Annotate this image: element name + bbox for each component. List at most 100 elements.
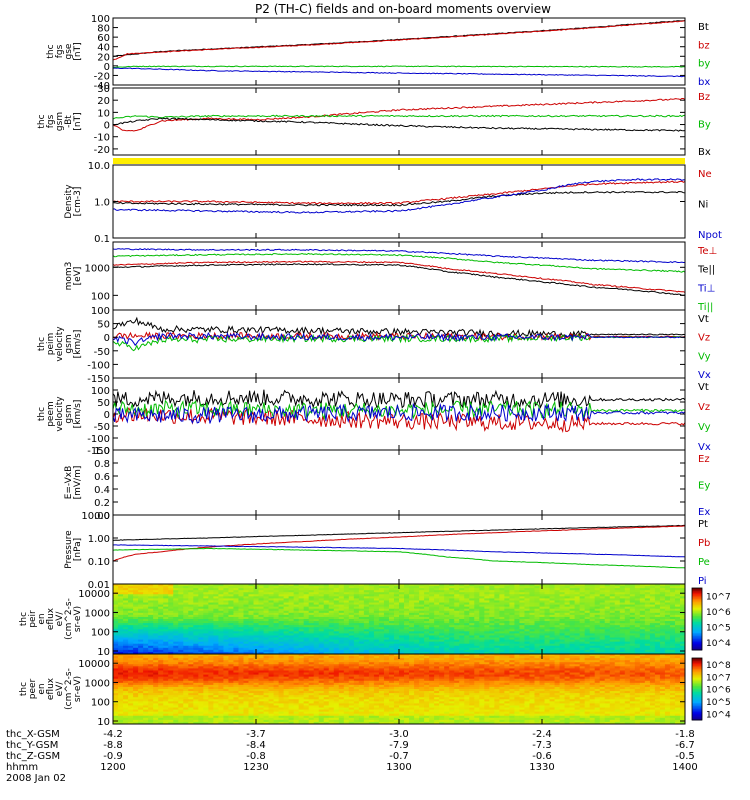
spectrogram-cell bbox=[223, 666, 230, 670]
spectrogram-cell bbox=[414, 590, 420, 593]
spectrogram-cell bbox=[273, 641, 280, 645]
spectrogram-cell bbox=[409, 651, 415, 654]
spectrogram-cell bbox=[504, 645, 510, 649]
spectrogram-cell bbox=[348, 612, 355, 616]
spectrogram-cell bbox=[669, 621, 676, 624]
spectrogram-cell bbox=[303, 639, 310, 643]
spectrogram-cell bbox=[153, 629, 159, 632]
spectrogram-cell bbox=[419, 641, 425, 645]
spectrogram-cell bbox=[118, 649, 124, 653]
spectrogram-cell bbox=[383, 610, 390, 614]
spectrogram-cell bbox=[123, 641, 129, 645]
spectrogram-cell bbox=[644, 612, 651, 616]
spectrogram-cell bbox=[353, 614, 360, 618]
spectrogram-cell bbox=[113, 590, 119, 593]
spectrogram-cell bbox=[278, 594, 285, 597]
spectrogram-cell bbox=[494, 651, 500, 654]
spectrogram-cell bbox=[469, 614, 475, 618]
spectrogram-cell bbox=[198, 645, 204, 649]
spectrogram-cell bbox=[499, 637, 505, 641]
legend-entry: Vz bbox=[698, 333, 710, 344]
spectrogram-cell bbox=[524, 649, 531, 653]
spectrogram-cell bbox=[659, 616, 666, 620]
spectrogram-cell bbox=[233, 590, 240, 593]
spectrogram-cell bbox=[348, 616, 355, 620]
spectrogram-cell bbox=[268, 608, 275, 612]
spectrogram-cell bbox=[479, 612, 485, 616]
spectrogram-cell bbox=[118, 604, 124, 608]
spectrogram-cell bbox=[123, 643, 129, 647]
spectrogram-cell bbox=[534, 649, 541, 653]
spectrogram-cell bbox=[243, 658, 250, 661]
spectrogram-cell bbox=[228, 643, 235, 647]
spectrogram-cell bbox=[414, 604, 420, 608]
spectrogram-cell bbox=[629, 647, 636, 651]
spectrogram-cell bbox=[484, 664, 490, 667]
spectrogram-cell bbox=[599, 602, 606, 606]
spectrogram-cell bbox=[208, 633, 214, 637]
spectrogram-cell bbox=[243, 623, 250, 626]
spectrogram-cell bbox=[128, 592, 134, 595]
spectrogram-cell bbox=[644, 637, 651, 641]
spectrogram-cell bbox=[303, 602, 310, 606]
spectrogram-cell bbox=[218, 594, 224, 597]
spectrogram-cell bbox=[399, 631, 405, 635]
spectrogram-cell bbox=[263, 598, 270, 602]
spectrogram-cell bbox=[268, 654, 275, 657]
spectrogram-cell bbox=[273, 600, 280, 604]
y-tick-label: -40 bbox=[94, 81, 110, 92]
colorbar-step bbox=[692, 622, 702, 625]
spectrogram-cell bbox=[303, 608, 310, 612]
spectrogram-cell bbox=[123, 602, 129, 606]
spectrogram-cell bbox=[534, 584, 541, 587]
spectrogram-cell bbox=[313, 596, 320, 600]
spectrogram-cell bbox=[579, 614, 586, 618]
spectrogram-cell bbox=[444, 633, 450, 637]
spectrogram-cell bbox=[203, 645, 209, 649]
spectrogram-cell bbox=[649, 608, 656, 612]
spectrogram-cell bbox=[138, 654, 144, 657]
spectrogram-cell bbox=[293, 598, 300, 602]
spectrogram-cell bbox=[393, 631, 400, 635]
spectrogram-cell bbox=[363, 635, 370, 639]
spectrogram-cell bbox=[519, 631, 526, 635]
spectrogram-cell bbox=[218, 612, 224, 616]
spectrogram-cell bbox=[213, 647, 219, 651]
spectrogram-cell bbox=[233, 606, 240, 610]
spectrogram-cell bbox=[434, 608, 440, 612]
spectrogram-cell bbox=[524, 586, 531, 589]
spectrogram-cell bbox=[243, 614, 250, 618]
spectrogram-cell bbox=[479, 633, 485, 637]
spectrogram-cell bbox=[409, 647, 415, 651]
spectrogram-cell bbox=[288, 614, 295, 618]
spectrogram-cell bbox=[609, 612, 616, 616]
spectrogram-cell bbox=[454, 619, 460, 622]
spectrogram-cell bbox=[659, 662, 666, 665]
spectrogram-cell bbox=[474, 629, 480, 632]
spectrogram-cell bbox=[388, 623, 395, 626]
colorbar-step bbox=[692, 595, 702, 598]
spectrogram-cell bbox=[223, 623, 230, 626]
spectrogram-cell bbox=[183, 656, 189, 659]
spectrogram-cell bbox=[604, 645, 611, 649]
spectrogram-cell bbox=[183, 623, 189, 626]
spectrogram-cell bbox=[469, 619, 475, 622]
spectrogram-cell bbox=[233, 608, 240, 612]
spectrogram-cell bbox=[343, 662, 350, 665]
spectrogram-cell bbox=[494, 637, 500, 641]
series-group-fgs_gsm bbox=[113, 98, 685, 132]
spectrogram-cell bbox=[574, 664, 581, 667]
spectrogram-cell bbox=[634, 588, 641, 591]
spectrogram-cell bbox=[529, 596, 536, 600]
spectrogram-cell bbox=[449, 664, 455, 667]
spectrogram-cell bbox=[649, 654, 656, 657]
spectrogram-cell bbox=[113, 635, 119, 639]
spectrogram-cell bbox=[514, 631, 521, 635]
spectrogram-cell bbox=[183, 586, 189, 589]
spectrogram-cell bbox=[248, 616, 255, 620]
spectrogram-cell bbox=[659, 649, 666, 653]
spectrogram-cell bbox=[419, 660, 425, 663]
spectrogram-cell bbox=[308, 616, 315, 620]
spectrogram-cell bbox=[123, 647, 129, 651]
spectrogram-cell bbox=[529, 600, 536, 604]
